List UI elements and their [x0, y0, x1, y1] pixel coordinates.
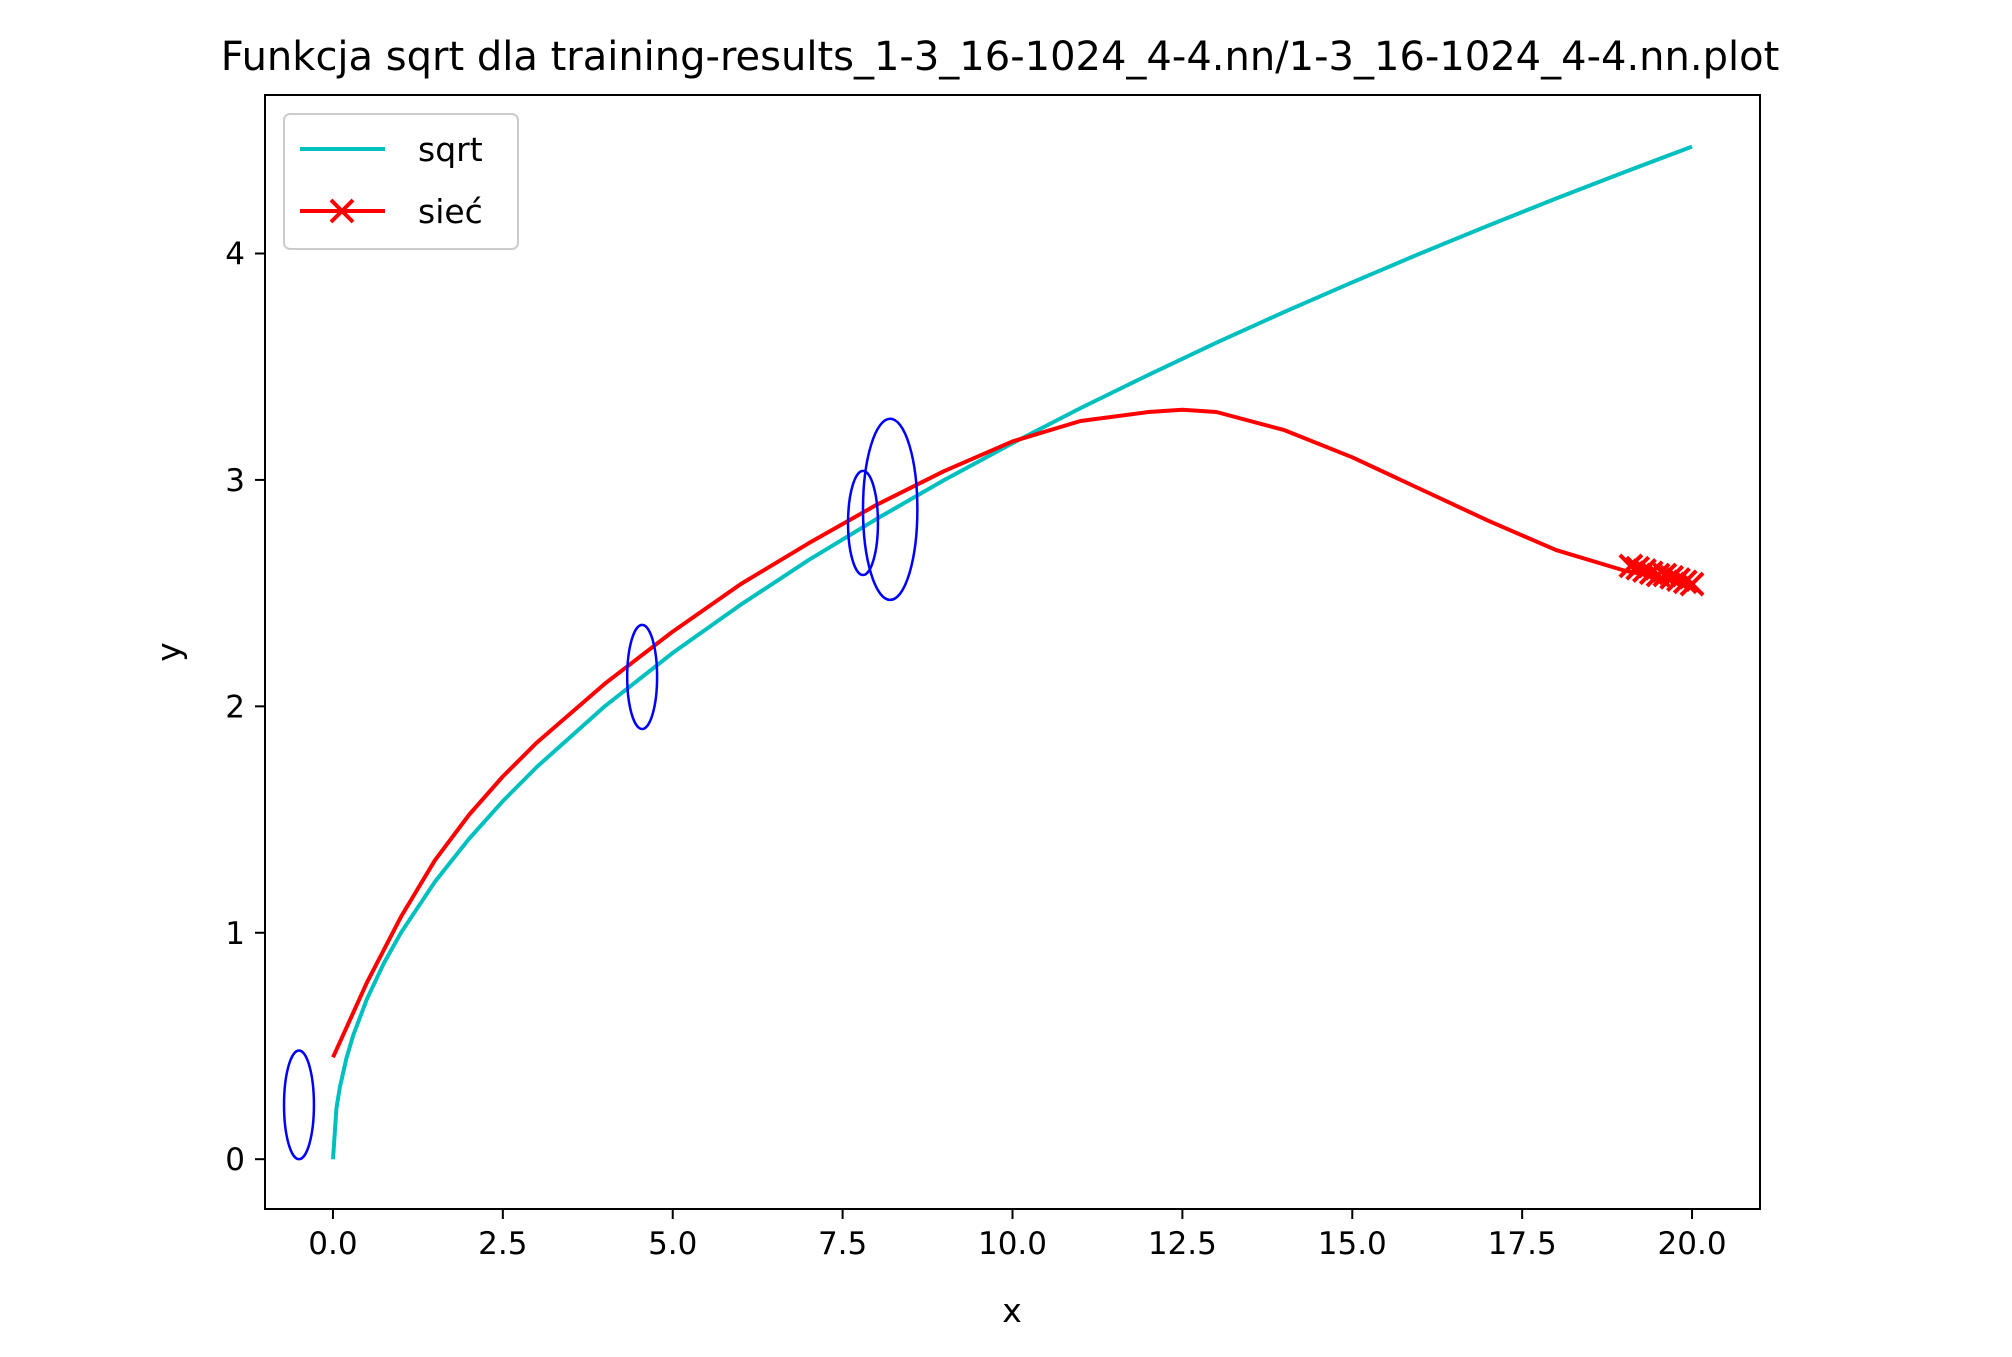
series-line-siec [331, 407, 1693, 1059]
series-marker-siec-8 [1672, 569, 1698, 595]
annotation-ellipse-2 [846, 469, 880, 577]
x-tick-label: 0.0 [308, 1226, 357, 1262]
legend-label-sqrt: sqrt [418, 130, 483, 169]
x-axis: 0.0 2.5 5.0 7.5 10.0 12.5 15.0 17.5 20.0 [308, 1209, 1727, 1262]
y-tick-label: 1 [225, 916, 245, 952]
x-tick-label: 10.0 [978, 1226, 1047, 1262]
x-tick-label: 12.5 [1148, 1226, 1217, 1262]
y-tick-label: 4 [225, 236, 245, 272]
legend-box [283, 113, 519, 250]
plot-area [282, 144, 1705, 1161]
chart-title: Funkcja sqrt dla training-results_1-3_16… [221, 34, 1780, 80]
y-axis-label: y [149, 642, 188, 662]
x-tick-label: 2.5 [478, 1226, 527, 1262]
legend: sqrt sieć [283, 113, 519, 250]
legend-marker-siec [329, 198, 355, 224]
x-tick-label: 7.5 [818, 1226, 867, 1262]
x-tick-label: 15.0 [1318, 1226, 1387, 1262]
y-axis: 0 1 2 3 4 [225, 236, 265, 1178]
series-marker-siec-9 [1679, 571, 1705, 597]
x-tick-label: 20.0 [1658, 1226, 1727, 1262]
y-tick-label: 0 [225, 1142, 245, 1178]
series-marker-siec-7 [1666, 567, 1691, 592]
y-tick-label: 3 [225, 463, 245, 499]
annotation-ellipse-1 [625, 623, 659, 731]
series-marker-siec-1 [1625, 555, 1651, 581]
legend-label-siec: sieć [418, 192, 483, 231]
series-marker-siec-2 [1632, 558, 1657, 583]
x-axis-label: x [1002, 1291, 1022, 1330]
x-tick-label: 17.5 [1488, 1226, 1557, 1262]
series-marker-siec-6 [1659, 564, 1685, 590]
series-line-sqrt [331, 144, 1693, 1160]
annotation-ellipse-3 [861, 417, 919, 602]
series-marker-siec-5 [1652, 562, 1678, 588]
x-tick-label: 5.0 [648, 1226, 697, 1262]
series-marker-siec-0 [1618, 553, 1644, 579]
y-tick-label: 2 [225, 689, 245, 725]
annotation-ellipse-0 [282, 1049, 316, 1161]
